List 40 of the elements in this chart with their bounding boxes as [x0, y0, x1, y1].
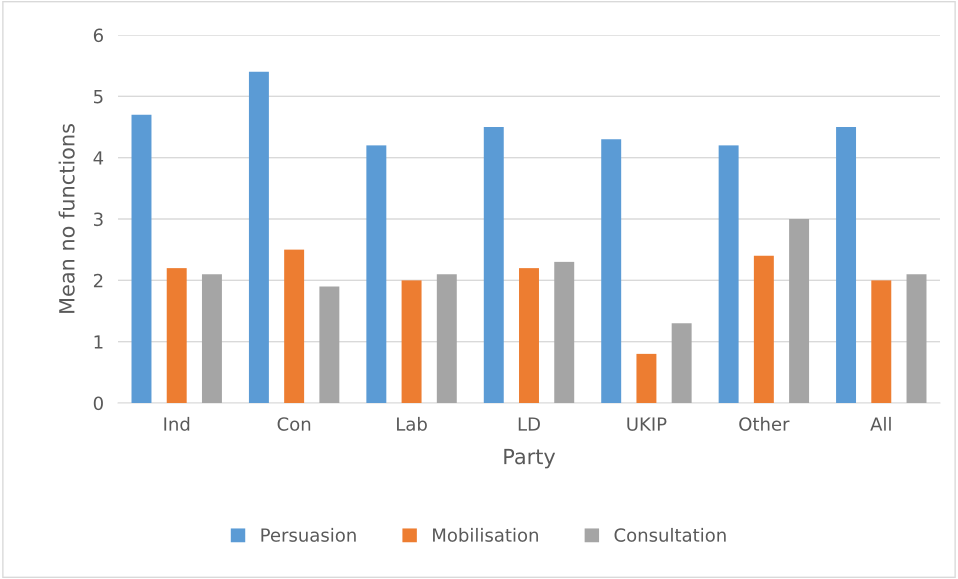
y-tick-label: 4 [94, 151, 104, 165]
x-tick-label: Con [278, 417, 310, 431]
bar [754, 256, 774, 403]
bar [366, 145, 386, 403]
bar [484, 127, 504, 403]
bar [402, 280, 422, 403]
x-axis-title: Party [504, 448, 556, 468]
bar [601, 139, 622, 403]
legend-label: Mobilisation [433, 528, 538, 542]
y-axis-title: Mean no functions [58, 124, 75, 313]
bar [672, 323, 692, 403]
bar [836, 127, 856, 403]
bar [789, 219, 810, 403]
legend-label: Consultation [614, 528, 726, 542]
y-tick-label: 3 [94, 212, 103, 226]
bar [436, 274, 457, 403]
x-tick-label: Other [739, 416, 790, 431]
bar [202, 274, 222, 403]
bar [718, 145, 739, 403]
legend-label: Persuasion [261, 528, 356, 542]
x-tick-label: UKIP [627, 417, 666, 431]
y-tick-label: 1 [94, 335, 102, 349]
x-tick-label: Ind [164, 416, 190, 431]
y-tick-label: 6 [94, 28, 103, 42]
bar [284, 250, 304, 403]
bar [166, 268, 187, 403]
bar [319, 286, 340, 403]
bar [871, 280, 892, 403]
bar [248, 72, 269, 403]
bar [519, 268, 539, 403]
y-tick-label: 5 [94, 90, 103, 104]
x-tick-label: Lab [397, 416, 427, 431]
bar [636, 354, 656, 403]
bar [132, 114, 152, 403]
y-tick-label: 2 [94, 274, 102, 288]
bar [906, 274, 926, 403]
bar [554, 262, 574, 403]
x-tick-label: All [870, 416, 891, 431]
y-tick-label: 0 [94, 396, 103, 410]
x-tick-label: LD [518, 417, 540, 431]
